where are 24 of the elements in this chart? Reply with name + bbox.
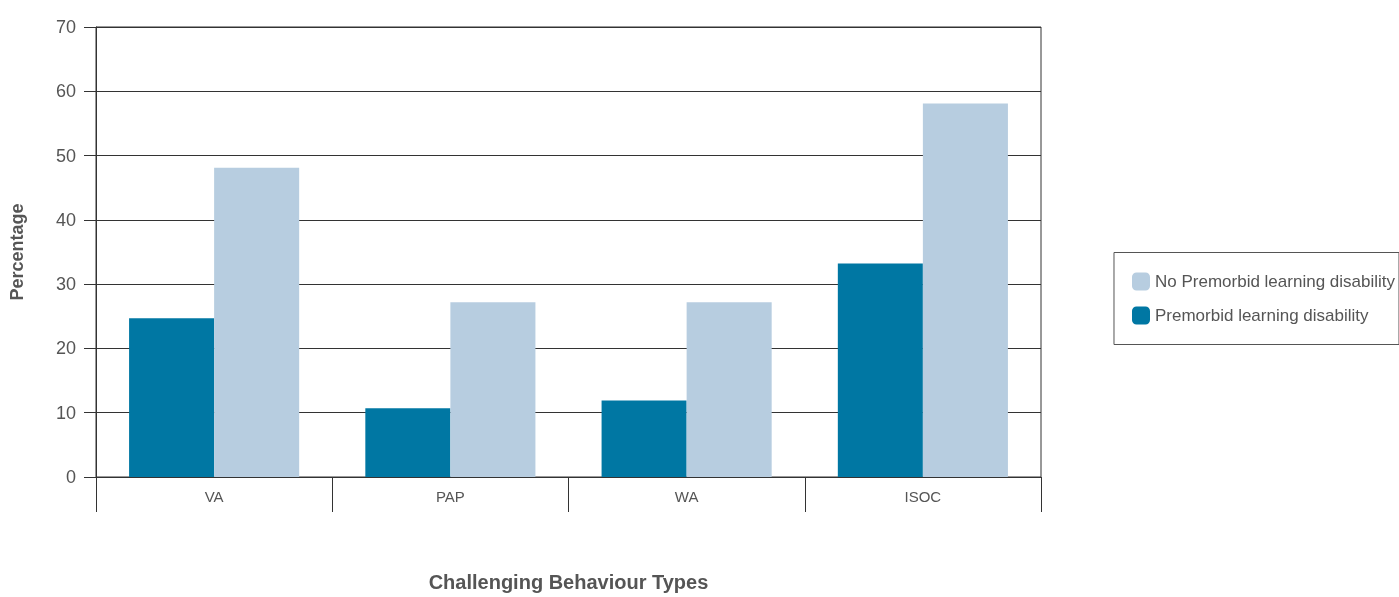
bar [450,302,536,477]
bar [601,400,687,477]
y-tick-label: 20 [55,338,76,359]
bar [365,408,451,477]
y-tick-label: 50 [55,145,76,166]
bar [837,263,923,477]
y-tick-label: 30 [55,274,76,295]
y-tick-label: 70 [55,17,76,37]
bar [922,103,1008,477]
y-tick-label: 0 [65,467,76,487]
y-tick-label: 10 [55,402,76,423]
x-tick-label: WA [674,488,699,505]
x-tick-label: VA [204,488,224,505]
bar [129,318,215,477]
y-tick-label: 60 [55,81,76,102]
y-tick-label: 40 [55,209,76,230]
legend-label: Premorbid learning disability [1155,306,1370,325]
x-axis-title: Challenging Behaviour Types [428,571,709,593]
y-axis-title: Percentage [7,203,27,301]
bar [686,302,772,477]
legend-label: No Premorbid learning disability [1155,272,1396,291]
x-tick-label: ISOC [904,488,942,505]
bar [214,167,300,477]
x-tick-label: PAP [435,488,465,505]
